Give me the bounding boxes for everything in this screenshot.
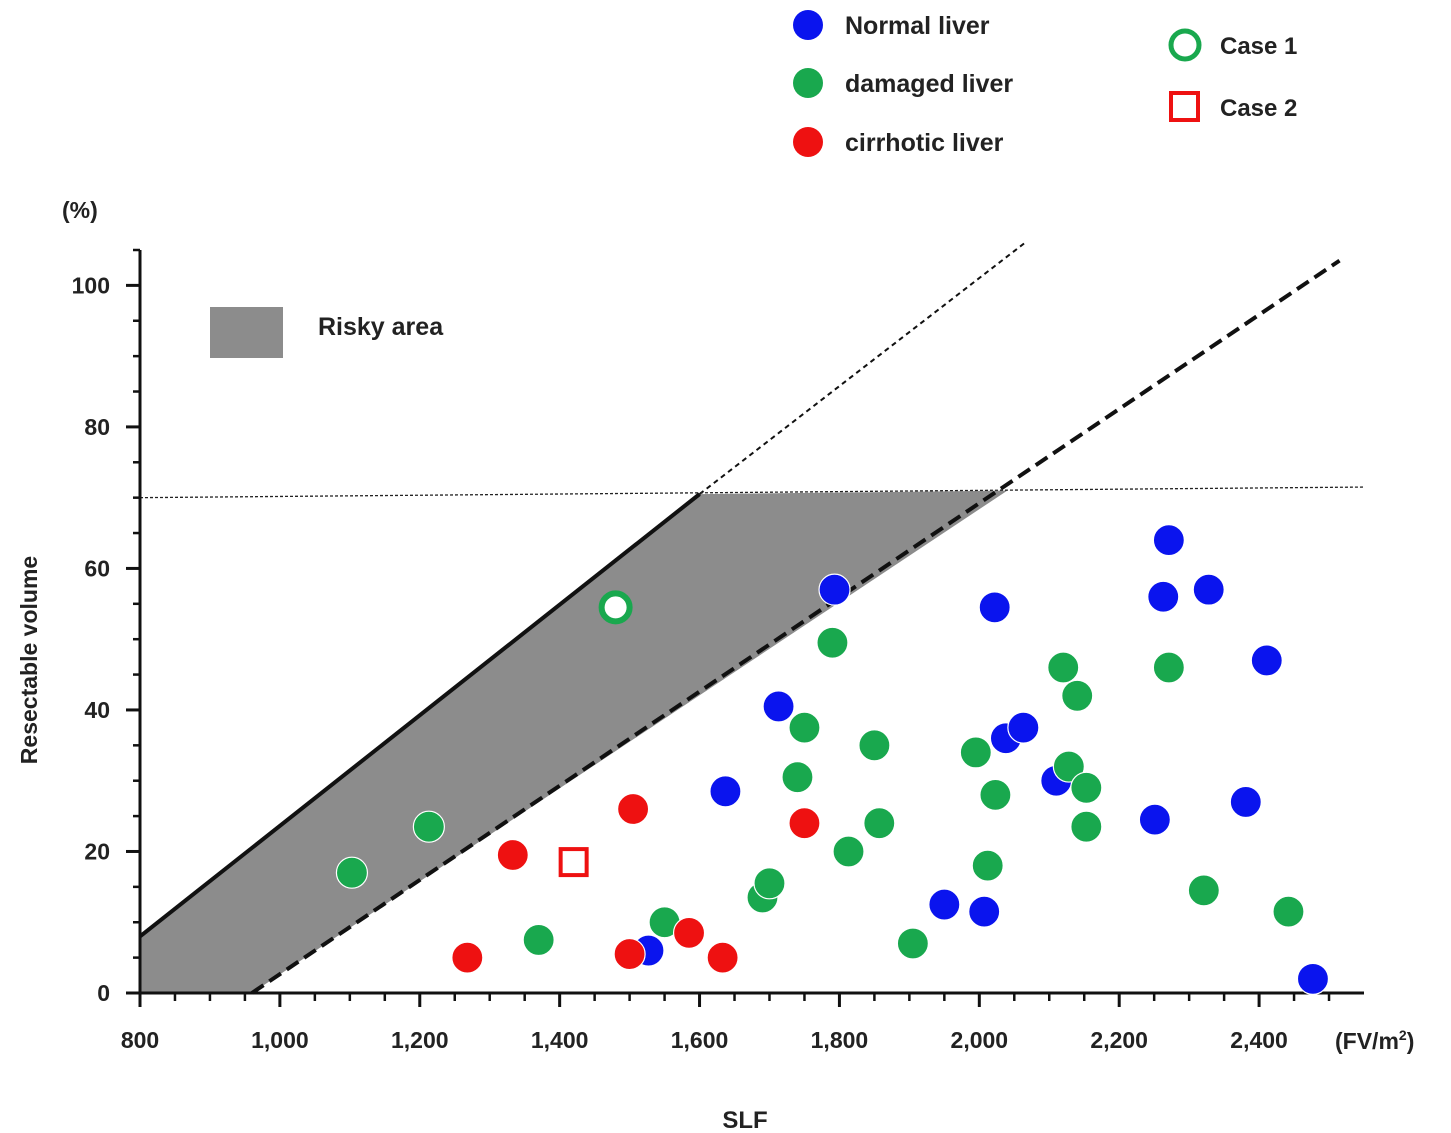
legend-label: damaged liver	[845, 70, 1013, 98]
axes: 800 1,000 1,200 1,400 1,600 1,800 2,000 2,200 2,…	[72, 248, 1364, 1053]
x-tick-label: 1,800	[811, 1027, 869, 1053]
y-tick-label: 20	[84, 838, 110, 864]
data-point-normal-liver	[1229, 785, 1262, 819]
data-point-cirrhotic-liver	[706, 941, 739, 974]
data-point-cirrhotic-liver	[613, 937, 646, 971]
x-axis-label: SLF	[722, 1107, 767, 1133]
data-point-normal-liver	[1152, 524, 1185, 557]
upper-boundary-extension-line	[698, 242, 1026, 495]
x-tick-label: 2,400	[1230, 1027, 1288, 1053]
resection-limit-line	[139, 486, 1365, 499]
y-tick-label: 40	[84, 697, 110, 723]
data-point-damaged-liver	[412, 810, 445, 843]
y-tick-label: 100	[72, 272, 110, 298]
data-point-normal-liver	[978, 591, 1011, 624]
legend-label: Normal liver	[845, 12, 990, 40]
data-point-damaged-liver	[1070, 810, 1103, 843]
data-point-normal-liver	[968, 895, 1001, 928]
data-point-cirrhotic-liver	[616, 792, 650, 826]
data-point-cirrhotic-liver	[672, 916, 706, 949]
data-point-damaged-liver	[1070, 771, 1103, 804]
x-tick-label: 1,600	[671, 1027, 729, 1053]
data-point-normal-liver	[1138, 803, 1171, 836]
data-point-damaged-liver	[522, 923, 555, 957]
data-point-damaged-liver	[863, 807, 896, 840]
data-point-damaged-liver	[1272, 895, 1305, 928]
risky-area-swatch	[210, 307, 283, 358]
legend-marker-damaged-liver	[793, 68, 823, 98]
legend-marker-normal-liver	[793, 10, 823, 40]
data-point-damaged-liver	[896, 927, 929, 960]
x-axis-unit-close: )	[1407, 1028, 1415, 1054]
x-axis-unit: (FV/m2)	[1335, 1027, 1414, 1054]
legend-case-2-label: Case 2	[1220, 95, 1297, 122]
data-point-damaged-liver	[971, 849, 1004, 882]
y-axis-label: Resectable volume	[16, 556, 42, 764]
data-point-normal-liver	[1250, 644, 1283, 677]
lower-boundary-dashed-line	[250, 258, 1341, 995]
data-point-damaged-liver	[753, 867, 786, 900]
risky-area-label: Risky area	[318, 313, 444, 341]
x-tick-label: 1,000	[251, 1027, 309, 1053]
case-2-marker	[558, 847, 589, 878]
data-point-damaged-liver	[959, 736, 992, 769]
legend-case-1-label: Case 1	[1220, 33, 1297, 60]
data-point-normal-liver	[1296, 962, 1330, 995]
x-tick-label: 800	[121, 1027, 159, 1053]
data-point-damaged-liver	[816, 626, 849, 659]
legend-label: cirrhotic liver	[845, 129, 1004, 157]
x-tick-label: 2,200	[1090, 1027, 1148, 1053]
data-point-cirrhotic-liver	[451, 941, 484, 974]
data-point-normal-liver	[1192, 573, 1225, 606]
data-point-damaged-liver	[979, 778, 1012, 811]
data-point-cirrhotic-liver	[496, 838, 529, 872]
y-axis-unit: (%)	[62, 197, 98, 223]
x-tick-label: 1,400	[531, 1027, 589, 1053]
data-point-damaged-liver	[1047, 651, 1080, 684]
data-point-normal-liver	[1147, 580, 1180, 613]
data-point-normal-liver	[818, 573, 851, 606]
data-point-damaged-liver	[1187, 874, 1220, 907]
legend: Normal liver damaged liver cirrhotic liver…	[210, 10, 1297, 358]
data-point-damaged-liver	[781, 761, 814, 794]
y-tick-label: 60	[84, 555, 110, 581]
y-tick-label: 80	[84, 414, 110, 440]
data-point-normal-liver	[709, 775, 742, 808]
data-point-normal-liver	[928, 888, 961, 921]
x-tick-label: 1,200	[391, 1027, 449, 1053]
data-point-cirrhotic-liver	[788, 807, 821, 840]
axis-labels: SLF (FV/m2) (%) Resectable volume	[16, 197, 1414, 1133]
data-point-damaged-liver	[832, 835, 865, 868]
case-1-marker	[598, 590, 633, 625]
legend-marker-cirrhotic-liver	[793, 127, 823, 157]
x-tick-label: 2,000	[951, 1027, 1009, 1053]
data-point-damaged-liver	[335, 856, 369, 889]
legend-case-2-marker	[1169, 91, 1200, 122]
data-point-normal-liver	[762, 690, 795, 723]
data-point-normal-liver	[1007, 711, 1040, 744]
data-points	[335, 524, 1330, 995]
data-point-damaged-liver	[1052, 750, 1085, 783]
data-point-damaged-liver	[1061, 679, 1094, 712]
data-point-damaged-liver	[788, 711, 821, 744]
data-point-damaged-liver	[1152, 651, 1185, 684]
reference-lines-layer	[138, 242, 1365, 995]
y-tick-label: 0	[97, 980, 110, 1006]
x-axis-unit-superscript: 2	[1399, 1027, 1407, 1043]
upper-boundary-line	[138, 492, 701, 938]
data-point-damaged-liver	[858, 729, 891, 762]
legend-case-1-marker	[1168, 28, 1202, 62]
